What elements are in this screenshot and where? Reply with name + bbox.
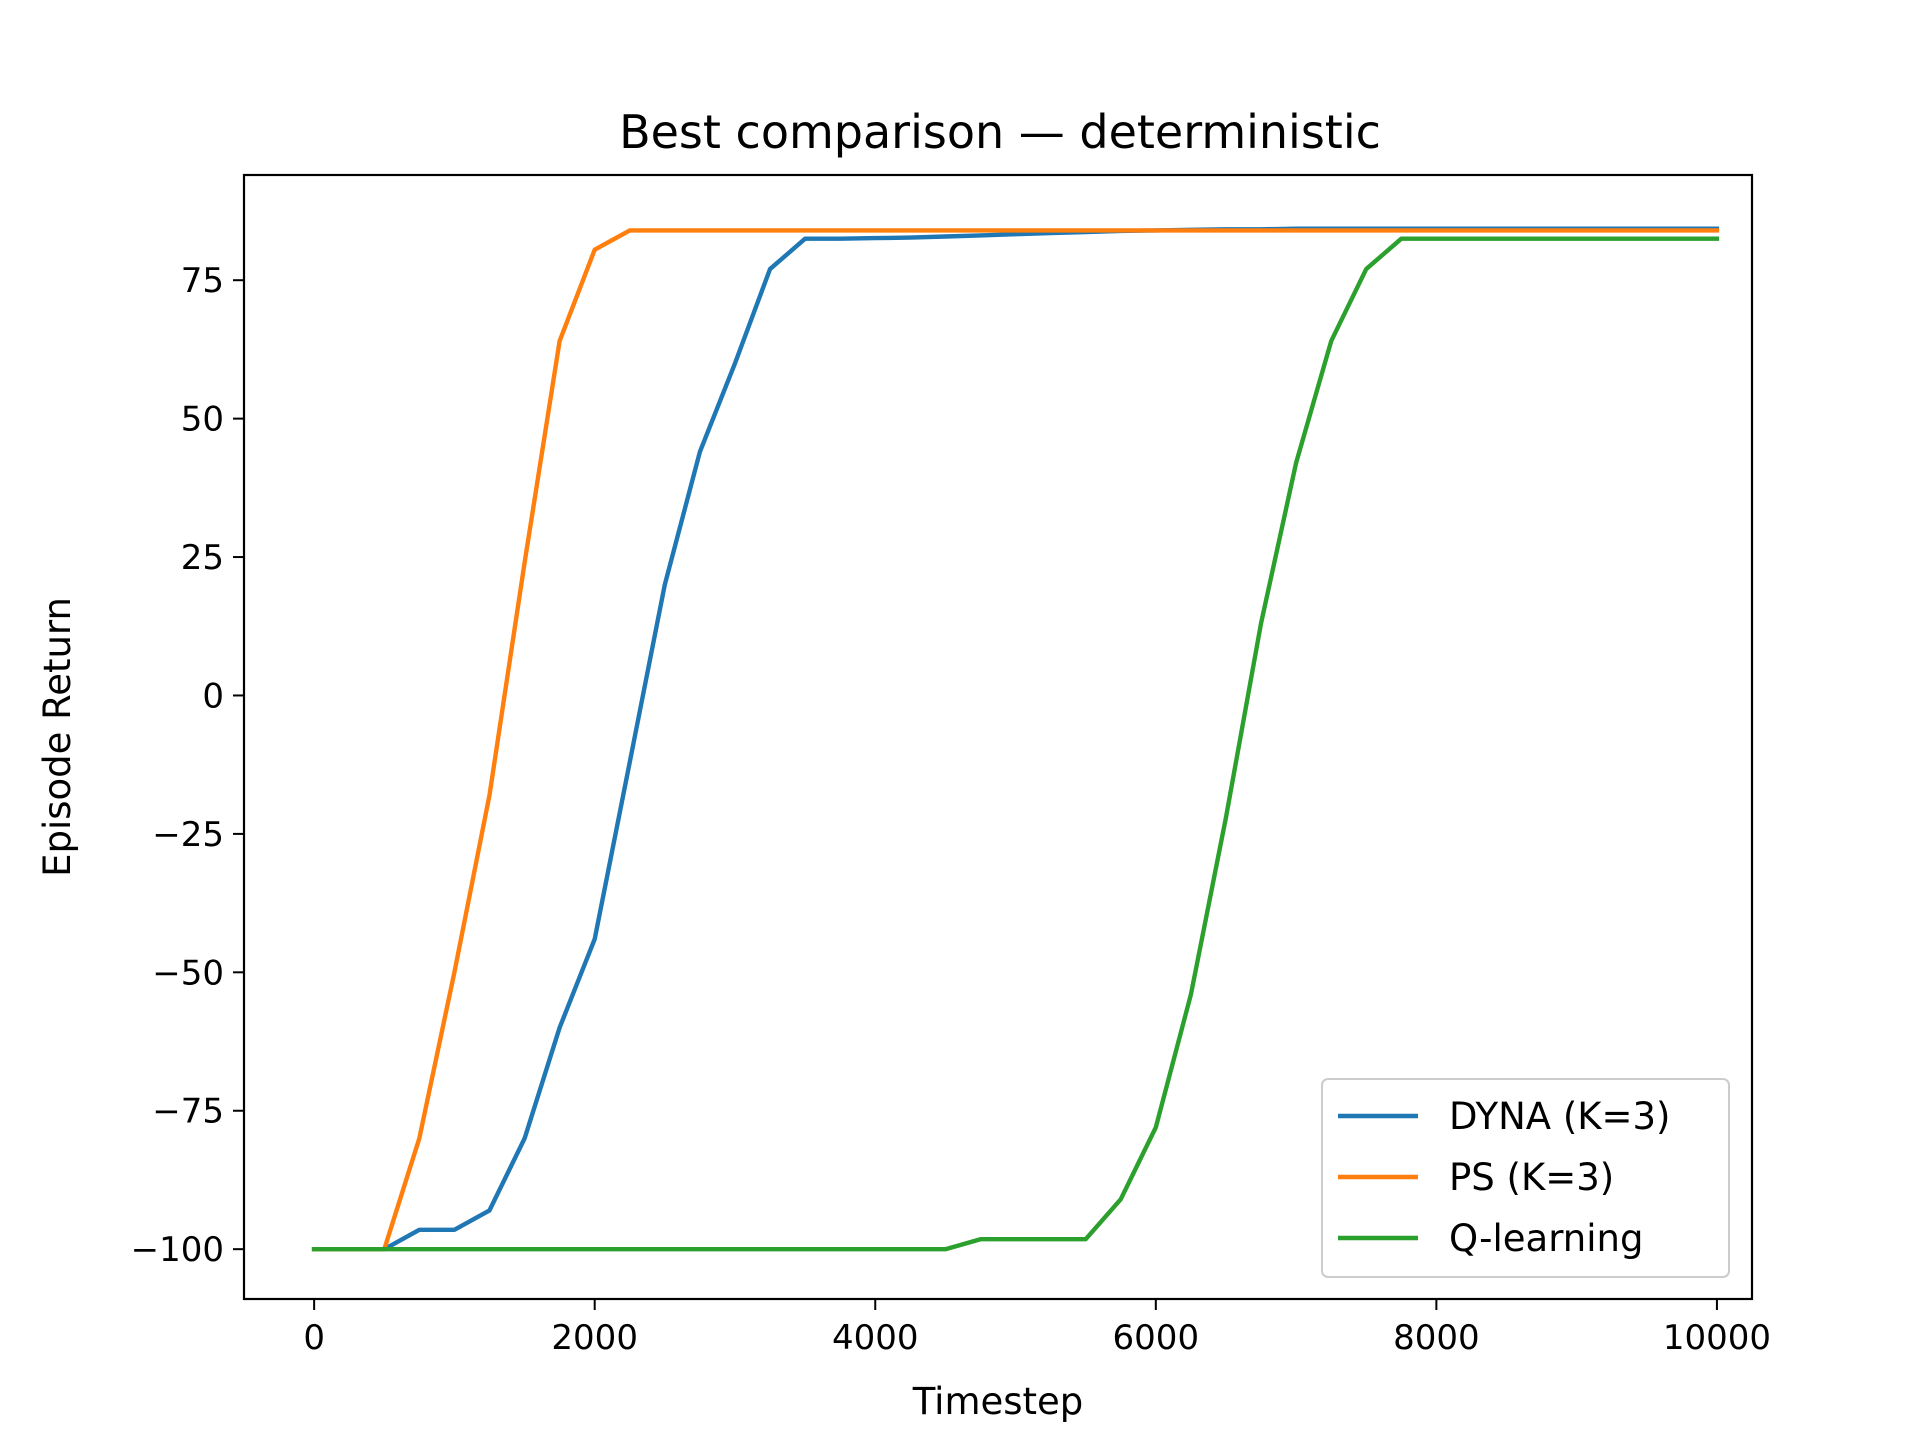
series-line-2 bbox=[311, 236, 1720, 1252]
x-tick-label: 8000 bbox=[1393, 1318, 1480, 1358]
series-line-1 bbox=[311, 228, 1720, 1252]
y-tick-label: −75 bbox=[152, 1092, 224, 1132]
legend-label: DYNA (K=3) bbox=[1449, 1095, 1671, 1138]
legend-label: PS (K=3) bbox=[1449, 1156, 1614, 1199]
x-tick-label: 2000 bbox=[551, 1318, 638, 1358]
x-tick-label: 6000 bbox=[1113, 1318, 1200, 1358]
y-tick-label: −100 bbox=[131, 1230, 224, 1270]
x-tick-label: 10000 bbox=[1663, 1318, 1771, 1358]
plot-frame bbox=[242, 173, 1754, 1301]
x-tick-label: 0 bbox=[303, 1318, 325, 1358]
x-axis-label: Timestep bbox=[912, 1380, 1084, 1423]
y-tick-label: 0 bbox=[202, 676, 224, 716]
y-tick-label: 50 bbox=[181, 400, 224, 440]
y-tick-label: −50 bbox=[152, 953, 224, 993]
y-axis-ticks: −100 −75 −50 −25 0 25 50 75 bbox=[131, 261, 244, 1270]
x-tick-label: 4000 bbox=[832, 1318, 919, 1358]
chart-title: Best comparison — deterministic bbox=[619, 105, 1381, 159]
x-axis-ticks: 0 2000 4000 6000 8000 10000 bbox=[303, 1299, 1771, 1358]
y-tick-label: 25 bbox=[181, 538, 224, 578]
y-tick-label: 75 bbox=[181, 261, 224, 301]
legend: DYNA (K=3) PS (K=3) Q-learning bbox=[1321, 1078, 1730, 1278]
legend-label: Q-learning bbox=[1449, 1217, 1643, 1260]
y-axis-label: Episode Return bbox=[36, 597, 79, 877]
legend-box bbox=[1321, 1078, 1730, 1278]
y-tick-label: −25 bbox=[152, 815, 224, 855]
plot-lines bbox=[311, 226, 1720, 1252]
